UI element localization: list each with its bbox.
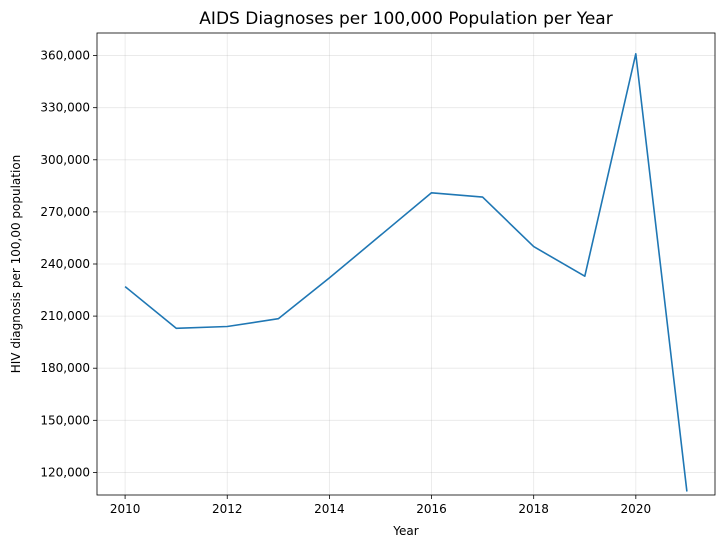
x-axis-label: Year bbox=[392, 524, 418, 538]
y-tick-label: 360,000 bbox=[40, 49, 90, 63]
series-lines bbox=[124, 52, 688, 492]
y-tick-label: 300,000 bbox=[40, 153, 90, 167]
x-tick-label: 2010 bbox=[110, 502, 141, 516]
y-tick-label: 330,000 bbox=[40, 101, 90, 115]
y-axis: 120,000 150,000 180,000 210,000 240,000 270,0… bbox=[40, 49, 97, 479]
y-tick-label: 120,000 bbox=[40, 465, 90, 479]
chart-title: AIDS Diagnoses per 100,000 Population pe… bbox=[199, 9, 612, 29]
x-tick-label: 2016 bbox=[416, 502, 447, 516]
y-tick-label: 240,000 bbox=[40, 257, 90, 271]
y-tick-label: 210,000 bbox=[40, 309, 90, 323]
x-tick-label: 2018 bbox=[518, 502, 549, 516]
x-axis: 2010 2012 2014 2016 2018 2020 bbox=[110, 495, 651, 516]
y-axis-label: HIV diagnosis per 100,00 population bbox=[9, 155, 23, 374]
y-tick-label: 270,000 bbox=[40, 205, 90, 219]
x-tick-label: 2020 bbox=[621, 502, 652, 516]
y-tick-label: 150,000 bbox=[40, 413, 90, 427]
x-tick-label: 2012 bbox=[212, 502, 243, 516]
y-tick-label: 180,000 bbox=[40, 361, 90, 375]
series-line bbox=[124, 52, 688, 492]
grid-lines bbox=[97, 33, 715, 495]
x-tick-label: 2014 bbox=[314, 502, 345, 516]
